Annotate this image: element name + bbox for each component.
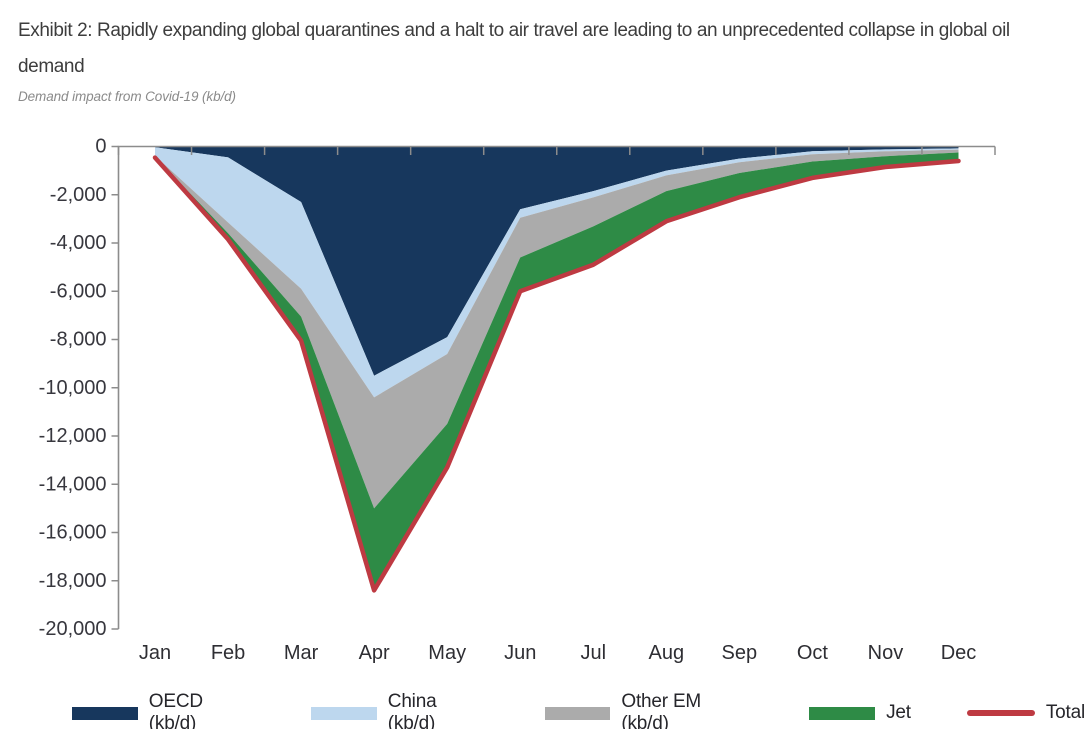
x-axis-label: Jul <box>580 642 606 664</box>
y-axis-label: 0 <box>95 136 106 158</box>
y-axis-label: -6,000 <box>50 280 107 302</box>
x-axis-label: Feb <box>211 642 245 664</box>
y-axis-label: -12,000 <box>39 425 107 447</box>
chart-subtitle: Demand impact from Covid-19 (kb/d) <box>18 89 236 104</box>
y-axis-label: -4,000 <box>50 232 107 254</box>
y-axis-label: -10,000 <box>39 377 107 399</box>
legend-item-total: Total <box>966 702 1085 724</box>
legend-swatch-total-icon <box>966 710 1035 716</box>
x-axis-label: Jan <box>139 642 171 664</box>
legend-item-oecd-kb-d: OECD (kb/d) <box>72 691 255 729</box>
x-axis-label: May <box>428 642 466 664</box>
legend-label-oecd-kb-d: OECD (kb/d) <box>148 691 203 729</box>
y-axis-label: -20,000 <box>39 618 107 640</box>
x-axis-label: Oct <box>797 642 829 664</box>
legend-swatch-oecd-kb-d-icon <box>72 706 138 720</box>
legend-swatch-other-em-kb-d-icon <box>544 706 611 720</box>
legend-label-total: Total <box>1045 702 1085 723</box>
legend-item-jet: Jet <box>809 702 911 724</box>
area-china-kb-d <box>155 147 959 398</box>
x-axis-label: Jun <box>504 642 536 664</box>
total-line <box>152 155 961 593</box>
area-oecd-kb-d <box>155 146 959 376</box>
y-axis-label: -14,000 <box>39 473 107 495</box>
legend-label-china-kb-d: China (kb/d) <box>387 691 437 729</box>
area-other-em-kb-d <box>155 149 959 509</box>
y-axis-label: -8,000 <box>50 329 107 351</box>
y-axis-label: -18,000 <box>39 570 107 592</box>
chart-legend: OECD (kb/d) China (kb/d) Other EM (kb/d) Je… <box>72 691 1085 729</box>
x-axis-label: Sep <box>722 642 758 664</box>
y-axis-label: -2,000 <box>50 184 107 206</box>
exhibit-title: Exhibit 2: Rapidly expanding global quar… <box>18 20 1010 77</box>
y-axis-label: -16,000 <box>39 522 107 544</box>
legend-swatch-china-kb-d-icon <box>311 706 377 720</box>
legend-item-other-em-kb-d: Other EM (kb/d) <box>544 691 754 729</box>
legend-label-other-em-kb-d: Other EM (kb/d) <box>621 691 702 729</box>
legend-swatch-jet-icon <box>809 706 876 720</box>
x-axis-label: Nov <box>868 642 904 664</box>
area-jet <box>155 152 959 591</box>
x-axis-label: Dec <box>941 642 977 664</box>
legend-item-china-kb-d: China (kb/d) <box>311 691 489 729</box>
x-axis-label: Mar <box>284 642 319 664</box>
x-axis-label: Aug <box>649 642 685 664</box>
x-axis-label: Apr <box>359 642 390 664</box>
legend-label-jet: Jet <box>886 702 911 723</box>
